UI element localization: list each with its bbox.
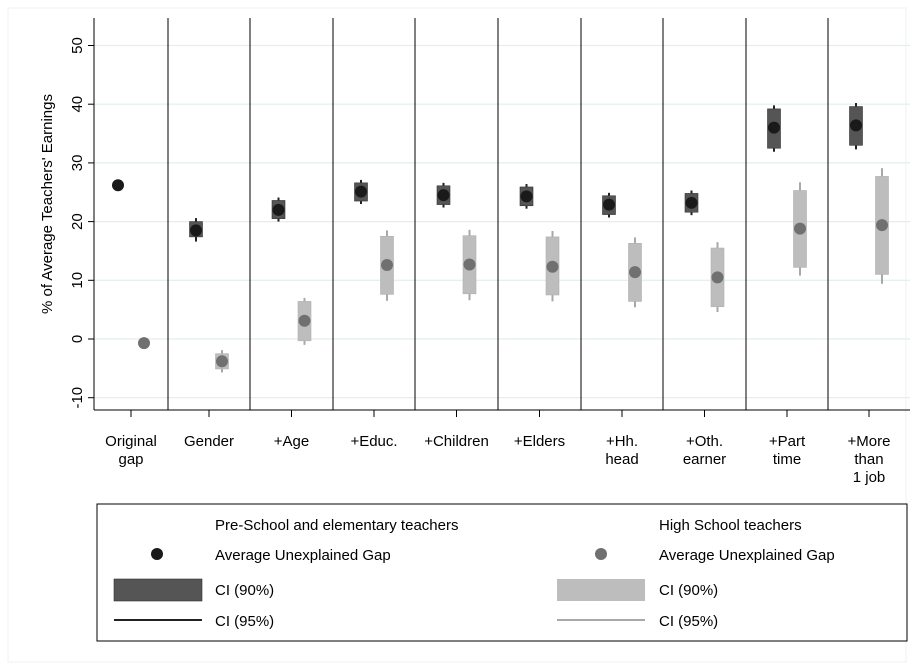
point-elementary	[190, 224, 202, 237]
point-elementary	[437, 189, 450, 202]
legend-header-highschool: High School teachers	[659, 517, 802, 534]
y-tick-label: -10	[69, 387, 86, 409]
legend-ci90-label-elementary: CI (90%)	[215, 582, 274, 599]
point-highschool	[381, 259, 393, 272]
x-category-label: than	[854, 451, 883, 468]
outer-frame	[7, 7, 907, 663]
x-category-label: Gender	[184, 433, 234, 450]
legend-point-label-highschool: Average Unexplained Gap	[659, 547, 835, 564]
legend-ci95-label-elementary: CI (95%)	[215, 613, 274, 630]
point-elementary	[850, 119, 862, 132]
x-category-label: +Oth.	[686, 433, 723, 450]
point-elementary	[768, 121, 780, 134]
x-category-label: Original	[105, 433, 157, 450]
y-tick-label: 0	[69, 335, 86, 343]
legend-point-highschool	[595, 548, 607, 560]
point-highschool	[298, 314, 311, 327]
legend-box	[96, 503, 908, 642]
legend-point-elementary	[151, 548, 163, 560]
y-tick-label: 40	[69, 96, 86, 113]
y-tick-label: 20	[69, 213, 86, 230]
point-highschool	[463, 258, 476, 271]
legend-ci90-highschool	[557, 579, 645, 601]
y-tick-label: 10	[69, 272, 86, 289]
x-category-label: +Hh.	[606, 433, 638, 450]
x-category-label: +Educ.	[350, 433, 397, 450]
point-highschool	[794, 222, 806, 235]
point-highschool	[216, 355, 228, 368]
x-category-label: time	[773, 451, 801, 468]
point-elementary	[355, 185, 367, 198]
legend-ci90-label-highschool: CI (90%)	[659, 582, 718, 599]
x-category-label: gap	[118, 451, 143, 468]
point-highschool	[629, 266, 641, 279]
x-category-label: +Part	[769, 433, 806, 450]
point-highschool	[711, 271, 724, 284]
y-tick-label: 50	[69, 37, 86, 54]
x-category-label: 1 job	[853, 469, 886, 486]
legend-header-elementary: Pre-School and elementary teachers	[215, 517, 458, 534]
point-elementary	[520, 190, 533, 203]
point-highschool	[138, 337, 150, 350]
x-category-label: +Children	[424, 433, 489, 450]
point-elementary	[685, 196, 698, 209]
x-category-label: head	[605, 451, 638, 468]
point-highschool	[546, 260, 559, 273]
x-category-label: earner	[683, 451, 726, 468]
x-category-label: +Age	[274, 433, 309, 450]
point-elementary	[603, 198, 615, 211]
x-category-label: +More	[848, 433, 891, 450]
legend-ci90-elementary	[113, 578, 203, 602]
legend-ci95-label-highschool: CI (95%)	[659, 613, 718, 630]
legend-point-label-elementary: Average Unexplained Gap	[215, 547, 391, 564]
point-elementary	[272, 203, 285, 216]
y-axis-title: % of Average Teachers' Earnings	[39, 94, 56, 314]
x-category-label: +Elders	[514, 433, 565, 450]
y-tick-label: 30	[69, 155, 86, 172]
point-highschool	[876, 219, 888, 232]
point-elementary	[112, 179, 124, 192]
